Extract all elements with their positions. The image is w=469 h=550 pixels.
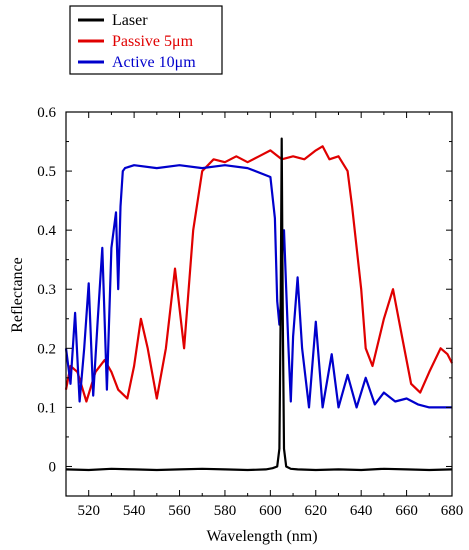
y-tick-label: 0.2 [37,341,56,357]
legend-label: Active 10μm [112,54,196,71]
plot-lines [64,137,453,472]
y-axis-title: Reflectance [9,257,26,333]
legend-label: Laser [112,12,148,29]
series-line-1 [64,145,453,403]
x-axis-title: Wavelength (nm) [206,528,317,545]
x-tick-label: 560 [168,503,191,519]
x-tick-label: 680 [441,503,464,519]
x-tick-label: 520 [77,503,100,519]
y-tick-label: 0.6 [37,105,56,121]
series-line-2 [64,164,452,409]
axes: 520 540 560 580 600 620 640 660 680 0 0.1 0.2 0.3 0.4… [37,105,463,519]
series-line-0 [65,137,453,472]
y-tick-label: 0.3 [37,282,56,298]
x-tick-label: 580 [214,503,237,519]
x-tick-label: 660 [395,503,418,519]
legend: Laser Passive 5μm Active 10μm [69,5,223,75]
legend-label: Passive 5μm [112,33,194,50]
y-tick-label: 0.4 [37,223,56,239]
y-tick-label: 0.1 [37,400,56,416]
x-tick-label: 620 [305,503,328,519]
y-tick-label: 0.5 [37,164,56,180]
x-tick-label: 640 [350,503,373,519]
x-tick-label: 600 [259,503,282,519]
y-tick-label: 0 [49,459,57,475]
x-tick-label: 540 [123,503,146,519]
plot-frame [65,111,453,497]
